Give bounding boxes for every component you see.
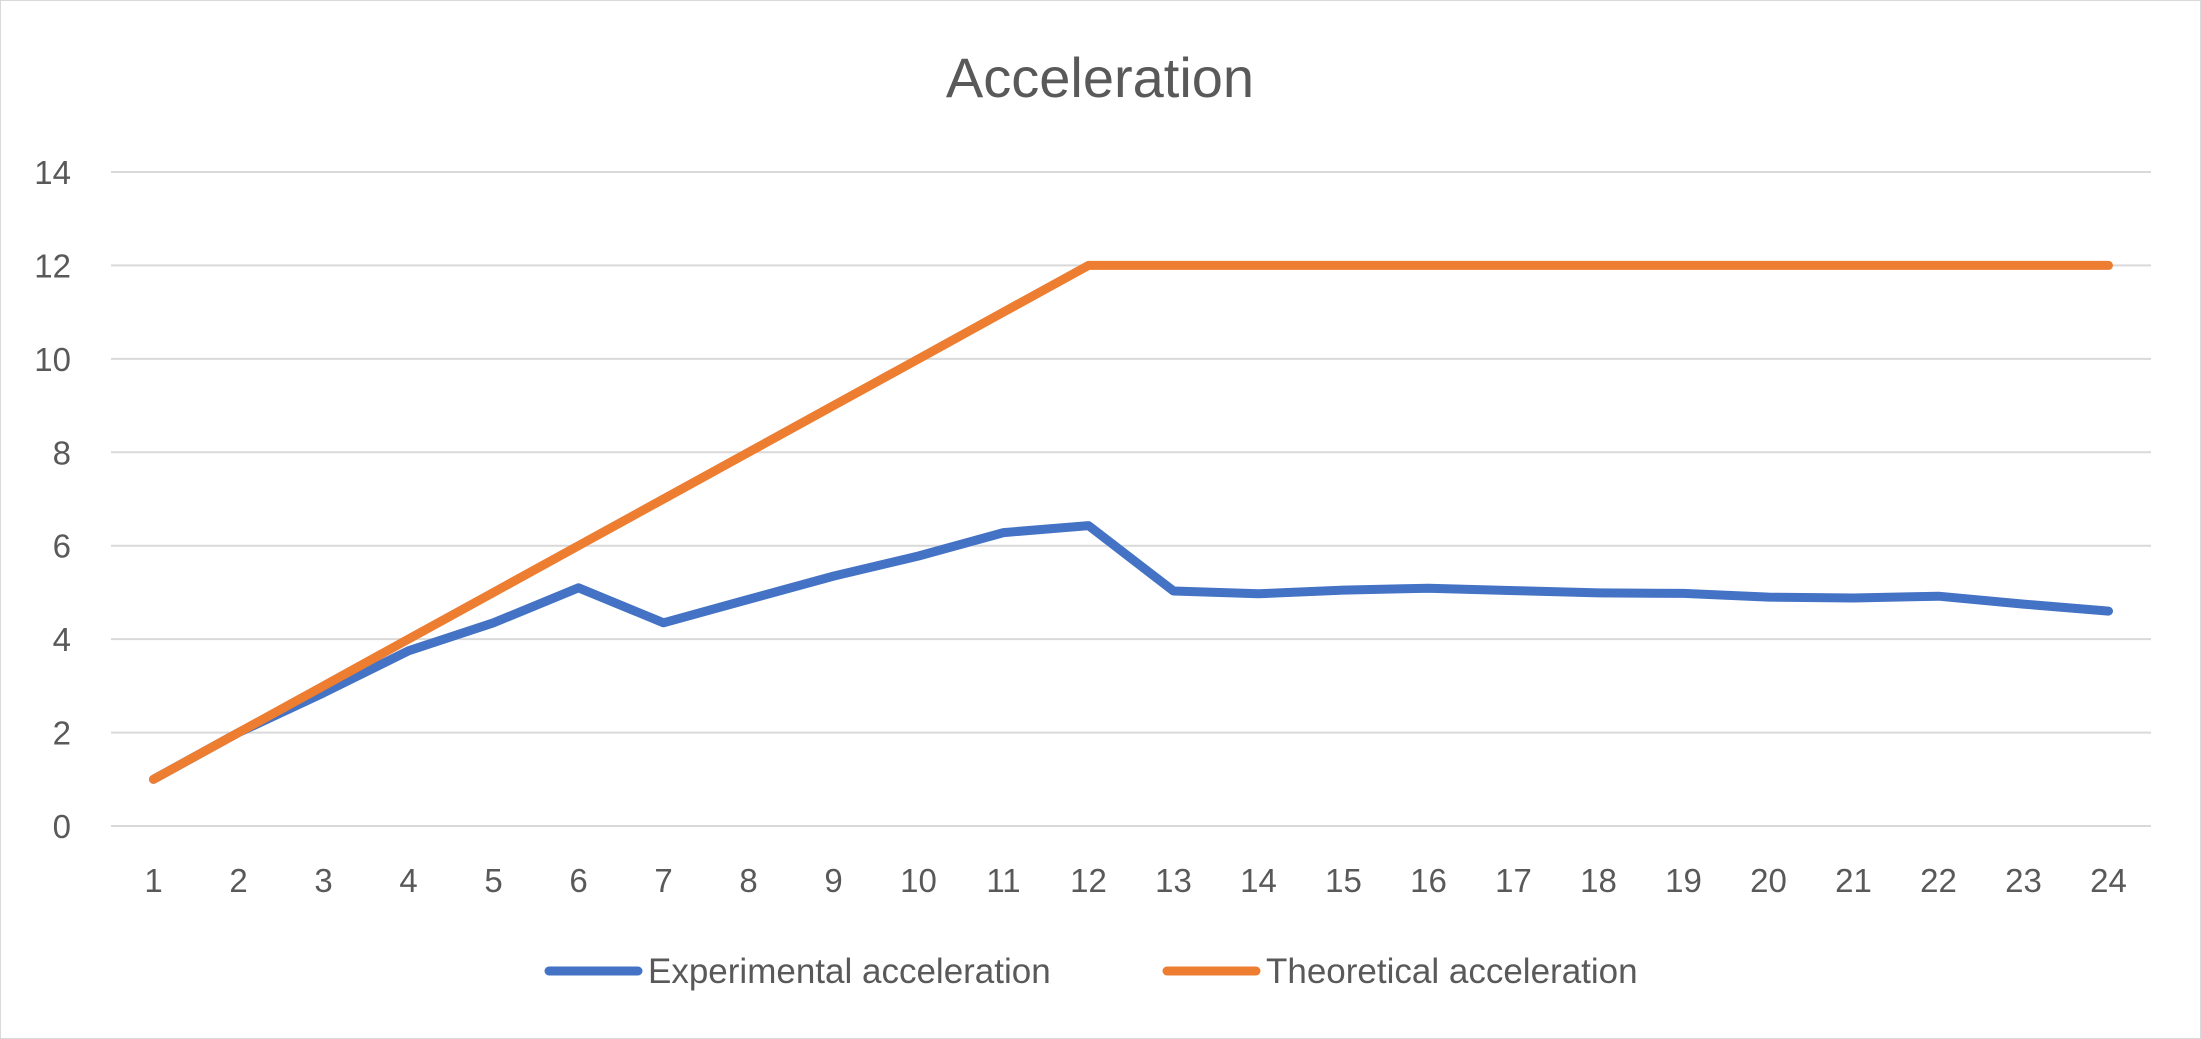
y-tick-label: 6 [53,528,71,565]
x-tick-label: 2 [229,862,247,899]
legend-label: Theoretical acceleration [1266,952,1638,991]
x-tick-label: 21 [1835,862,1872,899]
legend-label: Experimental acceleration [648,952,1051,991]
x-tick-label: 15 [1325,862,1362,899]
x-tick-label: 24 [2090,862,2127,899]
x-tick-label: 6 [569,862,587,899]
y-tick-label: 8 [53,434,71,471]
x-tick-label: 5 [484,862,502,899]
x-tick-label: 4 [399,862,417,899]
x-axis-ticks: 1 2 3 4 5 6 7 8 9 10 11 12 13 14 15 16 17 18 19 20 21 22 23 24 [144,862,2127,899]
x-tick-label: 11 [986,862,1020,899]
series-line-0 [149,521,2113,784]
x-tick-label: 16 [1410,862,1447,899]
x-tick-label: 9 [824,862,842,899]
x-tick-label: 23 [2005,862,2042,899]
chart-title: Acceleration [946,46,1254,109]
x-tick-label: 14 [1240,862,1277,899]
x-tick-label: 18 [1580,862,1617,899]
x-tick-label: 3 [314,862,332,899]
series-lines [149,260,2113,784]
y-tick-label: 0 [53,808,71,845]
y-tick-label: 12 [34,247,71,284]
x-tick-label: 1 [144,862,162,899]
x-tick-label: 17 [1495,862,1532,899]
x-tick-label: 10 [900,862,937,899]
x-tick-label: 7 [654,862,672,899]
x-tick-label: 19 [1665,862,1702,899]
y-tick-label: 2 [53,715,71,752]
y-axis-ticks: 0 2 4 6 8 10 12 14 [34,154,71,845]
series-line-1 [149,260,2113,784]
x-tick-label: 13 [1155,862,1192,899]
y-tick-label: 14 [34,154,71,191]
x-tick-label: 8 [739,862,757,899]
gridlines [111,171,2151,827]
y-tick-label: 4 [53,621,71,658]
y-tick-label: 10 [34,341,71,378]
legend: Experimental acceleration Theoretical acc… [544,952,1638,991]
x-tick-label: 20 [1750,862,1787,899]
x-tick-label: 22 [1920,862,1957,899]
x-tick-label: 12 [1070,862,1107,899]
